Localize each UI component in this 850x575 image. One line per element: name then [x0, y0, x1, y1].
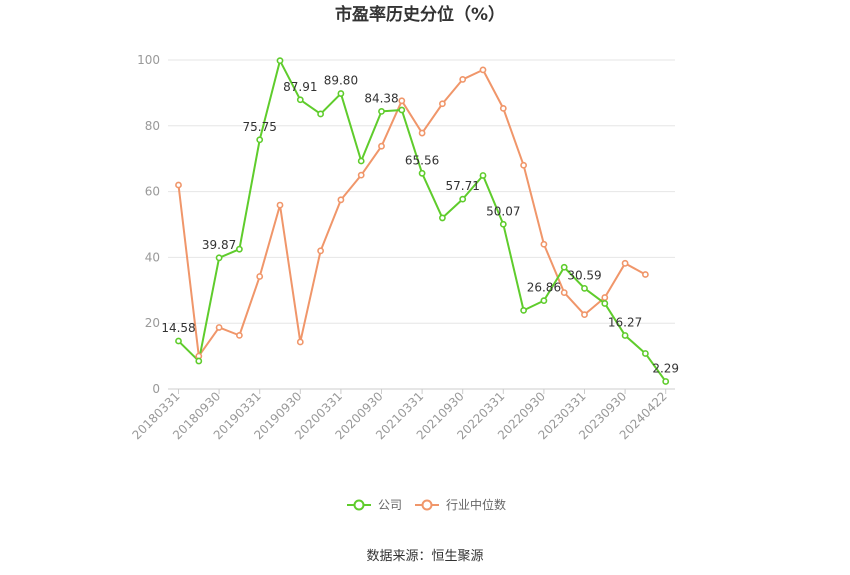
series-points: [175, 57, 670, 385]
y-axis: 0 20 40 60 80 100: [137, 53, 160, 396]
x-axis: 2018033120180930201903312019093020200331…: [130, 388, 675, 442]
series-line-0: [177, 59, 667, 383]
y-tick-label: 60: [145, 185, 160, 199]
data-point: [479, 172, 487, 179]
data-point: [459, 195, 467, 203]
data-point: [540, 240, 548, 248]
data-point: [621, 332, 629, 339]
data-point: [378, 107, 385, 115]
data-point: [438, 100, 446, 108]
data-point: [235, 245, 243, 253]
data-point: [418, 129, 426, 137]
chart-title: 市盈率历史分位（%）: [335, 4, 505, 25]
data-point: [296, 338, 304, 346]
data-label: 30.59: [567, 268, 601, 282]
data-point: [317, 247, 324, 255]
data-label: 57.71: [446, 179, 480, 193]
data-point: [276, 201, 284, 209]
data-point: [398, 97, 406, 105]
data-label: 75.75: [243, 120, 277, 134]
y-tick-label: 0: [152, 382, 160, 396]
data-point: [621, 259, 629, 267]
data-point: [520, 306, 527, 314]
data-point: [256, 273, 264, 280]
data-point: [357, 157, 365, 165]
data-point: [235, 331, 243, 339]
data-point: [479, 66, 487, 74]
data-label: 2.29: [652, 361, 679, 375]
data-point: [175, 337, 182, 345]
source-note: 数据来源：恒生聚源: [366, 549, 483, 564]
series-lines: [177, 59, 667, 383]
data-point: [317, 110, 324, 118]
data-point: [642, 350, 649, 357]
data-point: [337, 90, 345, 97]
data-point: [499, 220, 507, 228]
y-tick-label: 20: [145, 316, 160, 330]
data-point: [215, 324, 223, 331]
data-label: 84.38: [364, 91, 398, 105]
data-point: [378, 142, 385, 150]
data-point: [581, 311, 588, 319]
data-point: [438, 214, 446, 222]
data-point: [499, 104, 507, 112]
y-tick-label: 100: [137, 53, 160, 67]
data-label: 16.27: [608, 315, 642, 329]
legend-swatch-marker: [353, 499, 365, 511]
data-labels: 14.58 39.87 75.75 87.91 89.80 84.38 65.56 57.71…: [161, 74, 679, 376]
legend[interactable]: 公司 行业中位数: [347, 497, 506, 512]
data-point: [418, 169, 426, 177]
legend-label: 行业中位数: [446, 497, 506, 512]
data-point: [560, 263, 568, 271]
data-point: [337, 196, 345, 204]
data-point: [601, 300, 609, 307]
data-label: 26.86: [527, 281, 561, 295]
data-point: [540, 297, 548, 305]
y-tick-label: 80: [145, 119, 160, 133]
data-point: [276, 57, 284, 65]
data-point: [642, 271, 649, 278]
data-point: [601, 294, 609, 301]
series-line-1: [177, 68, 646, 358]
data-point: [662, 378, 670, 385]
data-point: [296, 96, 304, 104]
data-label: 39.87: [202, 238, 236, 252]
data-point: [459, 76, 467, 83]
data-point: [581, 284, 588, 292]
data-point: [215, 254, 223, 262]
data-label: 50.07: [486, 204, 520, 218]
data-point: [357, 171, 365, 179]
data-label: 14.58: [161, 321, 195, 335]
y-tick-label: 40: [145, 250, 160, 264]
data-label: 89.80: [324, 74, 358, 88]
data-label: 87.91: [283, 80, 317, 94]
data-point: [560, 289, 568, 297]
data-point: [175, 181, 182, 189]
data-label: 65.56: [405, 153, 439, 167]
legend-label: 公司: [378, 498, 402, 512]
data-point: [195, 357, 203, 365]
data-point: [520, 161, 527, 169]
legend-swatch-marker: [421, 499, 433, 511]
data-point: [256, 136, 264, 144]
data-point: [398, 106, 406, 114]
